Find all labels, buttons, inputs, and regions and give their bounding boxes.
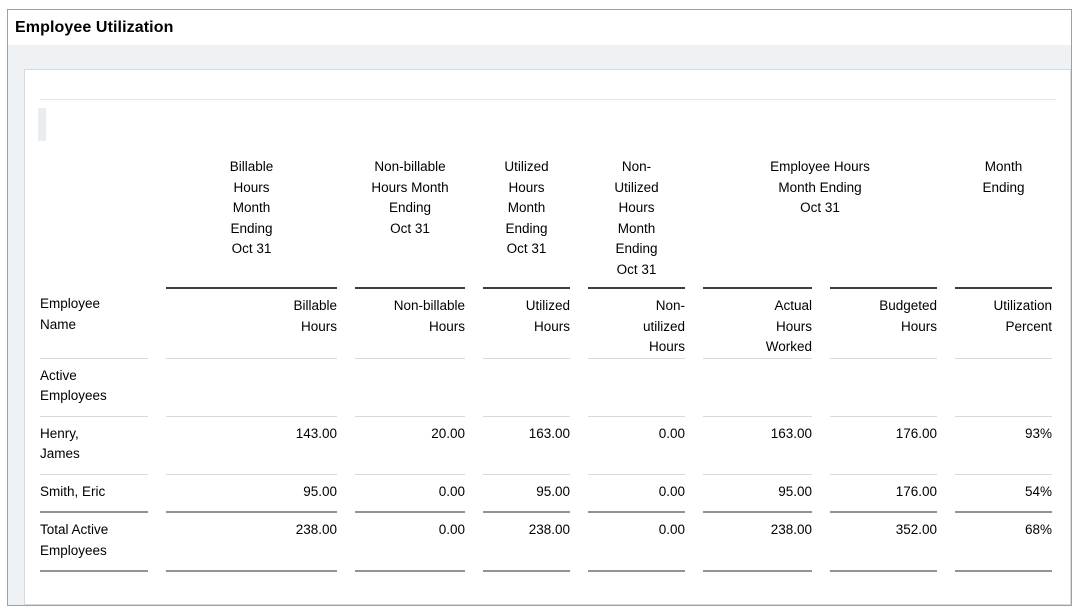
value-cell: 95.00	[703, 473, 812, 512]
table-row-active-employees: Active Employees	[40, 359, 1052, 416]
title-bar: Employee Utilization	[8, 10, 1071, 45]
value-cell: 95.00	[483, 473, 570, 512]
group-header-employee-hours: Employee Hours Month Ending Oct 31	[770, 159, 870, 215]
value-cell: 0.00	[588, 511, 685, 572]
table-row-smith-eric: Smith, Eric 95.00 0.00 95.00 0.00 95.00 …	[40, 473, 1053, 512]
column-header-budgeted-hours: Budgeted Hours	[830, 287, 938, 359]
value-cell: 163.00	[703, 415, 812, 474]
utilization-table: Billable Hours Month Ending Oct 31 Non-b…	[25, 156, 1070, 572]
column-header-billable-hours: Billable Hours	[166, 287, 337, 359]
value-cell: 352.00	[830, 511, 938, 572]
report-window: Employee Utilization	[7, 9, 1072, 606]
employee-name-cell: Henry, James	[40, 415, 148, 474]
group-header-row: Billable Hours Month Ending Oct 31 Non-b…	[40, 156, 1052, 287]
report-card: Billable Hours Month Ending Oct 31 Non-b…	[24, 69, 1071, 605]
value-cell: 0.00	[588, 473, 685, 512]
column-header-employee-name: Employee Name	[40, 287, 148, 359]
value-cell: 95.00	[166, 473, 337, 512]
value-cell: 0.00	[355, 511, 465, 572]
value-cell: 238.00	[483, 511, 570, 572]
value-cell	[588, 359, 685, 416]
column-header-non-billable-hours: Non-billable Hours	[355, 287, 465, 359]
group-header-billable: Billable Hours Month Ending Oct 31	[229, 159, 274, 256]
value-cell: 176.00	[830, 473, 938, 512]
value-cell: 163.00	[483, 415, 570, 474]
value-cell	[830, 359, 937, 416]
value-cell: 0.00	[588, 415, 685, 474]
value-cell	[483, 359, 570, 416]
group-header-empty	[40, 156, 148, 287]
employee-name-cell: Smith, Eric	[40, 473, 148, 512]
page-title: Employee Utilization	[15, 18, 174, 36]
panel-handle	[38, 108, 46, 141]
value-cell	[355, 359, 465, 416]
group-header-non-billable: Non-billable Hours Month Ending Oct 31	[371, 159, 449, 236]
value-cell: 68%	[955, 511, 1053, 572]
column-header-utilized-hours: Utilized Hours	[483, 287, 570, 359]
value-cell	[703, 359, 812, 416]
column-header-non-utilized-hours: Non- utilized Hours	[588, 287, 685, 359]
value-cell: 238.00	[166, 511, 337, 572]
divider	[40, 99, 1056, 100]
total-label: Total Active Employees	[40, 511, 148, 572]
value-cell: 0.00	[355, 473, 465, 512]
table-row-henry-james: Henry, James 143.00 20.00 163.00 0.00 16…	[40, 415, 1053, 474]
value-cell: 54%	[955, 473, 1053, 512]
section-label: Active Employees	[40, 367, 107, 404]
value-cell	[166, 359, 337, 416]
value-cell	[955, 359, 1052, 416]
group-header-month-ending: Month Ending	[982, 159, 1025, 195]
value-cell: 20.00	[355, 415, 465, 474]
value-cell: 143.00	[166, 415, 337, 474]
group-header-non-utilized: Non- Utilized Hours Month Ending Oct 31	[614, 159, 659, 277]
report-background: Billable Hours Month Ending Oct 31 Non-b…	[8, 45, 1071, 605]
value-cell: 93%	[955, 415, 1053, 474]
value-cell: 238.00	[703, 511, 812, 572]
table-row-total-active-employees: Total Active Employees 238.00 0.00 238.0…	[40, 511, 1053, 572]
column-header-actual-hours-worked: Actual Hours Worked	[703, 287, 812, 359]
column-header-row: Employee Name Billable Hours Non-billabl…	[40, 287, 1053, 359]
column-header-utilization-percent: Utilization Percent	[955, 287, 1053, 359]
value-cell: 176.00	[830, 415, 938, 474]
group-header-utilized: Utilized Hours Month Ending Oct 31	[504, 159, 549, 256]
